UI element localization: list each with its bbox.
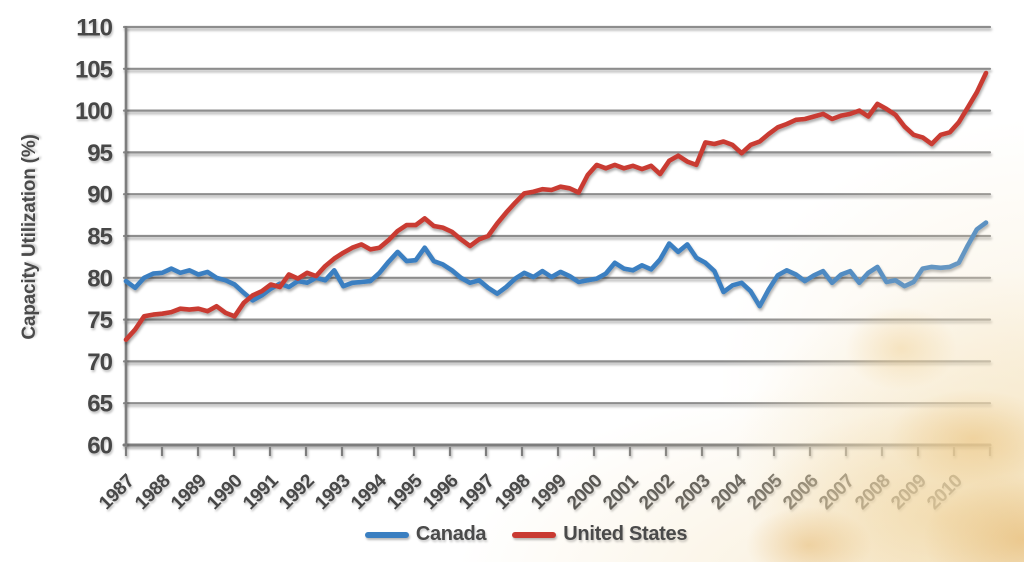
y-axis-tick-label: 65 xyxy=(87,391,112,418)
x-axis-tick-label: 1999 xyxy=(527,471,570,514)
legend-label-united-states: United States xyxy=(563,523,688,545)
y-axis-tick-label: 105 xyxy=(75,56,113,83)
y-axis-tick-label: 100 xyxy=(75,98,113,125)
x-axis-tick-label: 2010 xyxy=(923,471,966,514)
x-axis-tick-label: 2000 xyxy=(563,471,606,514)
y-axis-tick-label: 110 xyxy=(76,15,112,42)
x-axis-tick-label: 1990 xyxy=(203,471,246,514)
y-axis-tick-label: 60 xyxy=(87,433,112,460)
x-axis-tick-label: 1989 xyxy=(167,471,210,514)
x-axis-tick-label: 2003 xyxy=(671,471,714,514)
x-axis-tick-label: 2005 xyxy=(743,470,787,514)
x-axis-tick-label: 1995 xyxy=(383,470,427,514)
y-axis-title: Capacity Utilization (%) xyxy=(19,134,40,340)
x-axis-tick-label: 1998 xyxy=(491,471,534,514)
chart-legend: Canada United States xyxy=(14,523,1024,546)
x-axis-tick-label: 1993 xyxy=(311,471,354,514)
united-states-line-swatch-icon xyxy=(512,531,557,538)
x-axis-tick-label: 1994 xyxy=(347,470,391,514)
axes xyxy=(124,26,992,456)
data-series-lines xyxy=(123,70,989,343)
x-axis-tick-label: 1991 xyxy=(239,470,283,514)
legend-item-united-states: United States xyxy=(512,523,687,546)
x-axis-tick-label: 2009 xyxy=(887,471,930,514)
x-axis-tick-label: 1987 xyxy=(95,471,138,514)
x-axis-tick-label: 2007 xyxy=(815,471,858,514)
y-axis-tick-label: 80 xyxy=(87,265,112,292)
x-axis-tick-label: 2002 xyxy=(635,471,678,514)
y-axis-tick-label: 95 xyxy=(87,140,112,167)
canada-line-swatch-icon xyxy=(364,531,409,538)
x-axis-tick-label: 1997 xyxy=(455,471,498,514)
legend-item-canada: Canada xyxy=(364,523,487,546)
y-axis-tick-label: 90 xyxy=(87,182,112,209)
x-axis-tick-label: 1992 xyxy=(275,471,318,514)
x-axis-tick-labels: 1987198819891990199119921993199419951996… xyxy=(95,470,966,514)
x-axis-tick-label: 2006 xyxy=(779,471,822,514)
legend-label-canada: Canada xyxy=(415,523,487,545)
x-axis-tick-label: 2001 xyxy=(599,470,643,514)
y-axis-tick-labels: 60 65 70 75 80 85 90 95 100 105 110 xyxy=(75,15,114,460)
gridlines xyxy=(122,25,992,447)
y-axis-tick-label: 85 xyxy=(87,224,112,251)
x-axis-tick-label: 1988 xyxy=(131,471,174,514)
x-axis-tick-label: 2004 xyxy=(707,470,751,514)
y-axis-tick-label: 70 xyxy=(87,349,112,376)
x-axis-tick-label: 1996 xyxy=(419,471,462,514)
x-axis-tick-label: 2008 xyxy=(851,471,894,514)
y-axis-tick-label: 75 xyxy=(87,307,112,334)
